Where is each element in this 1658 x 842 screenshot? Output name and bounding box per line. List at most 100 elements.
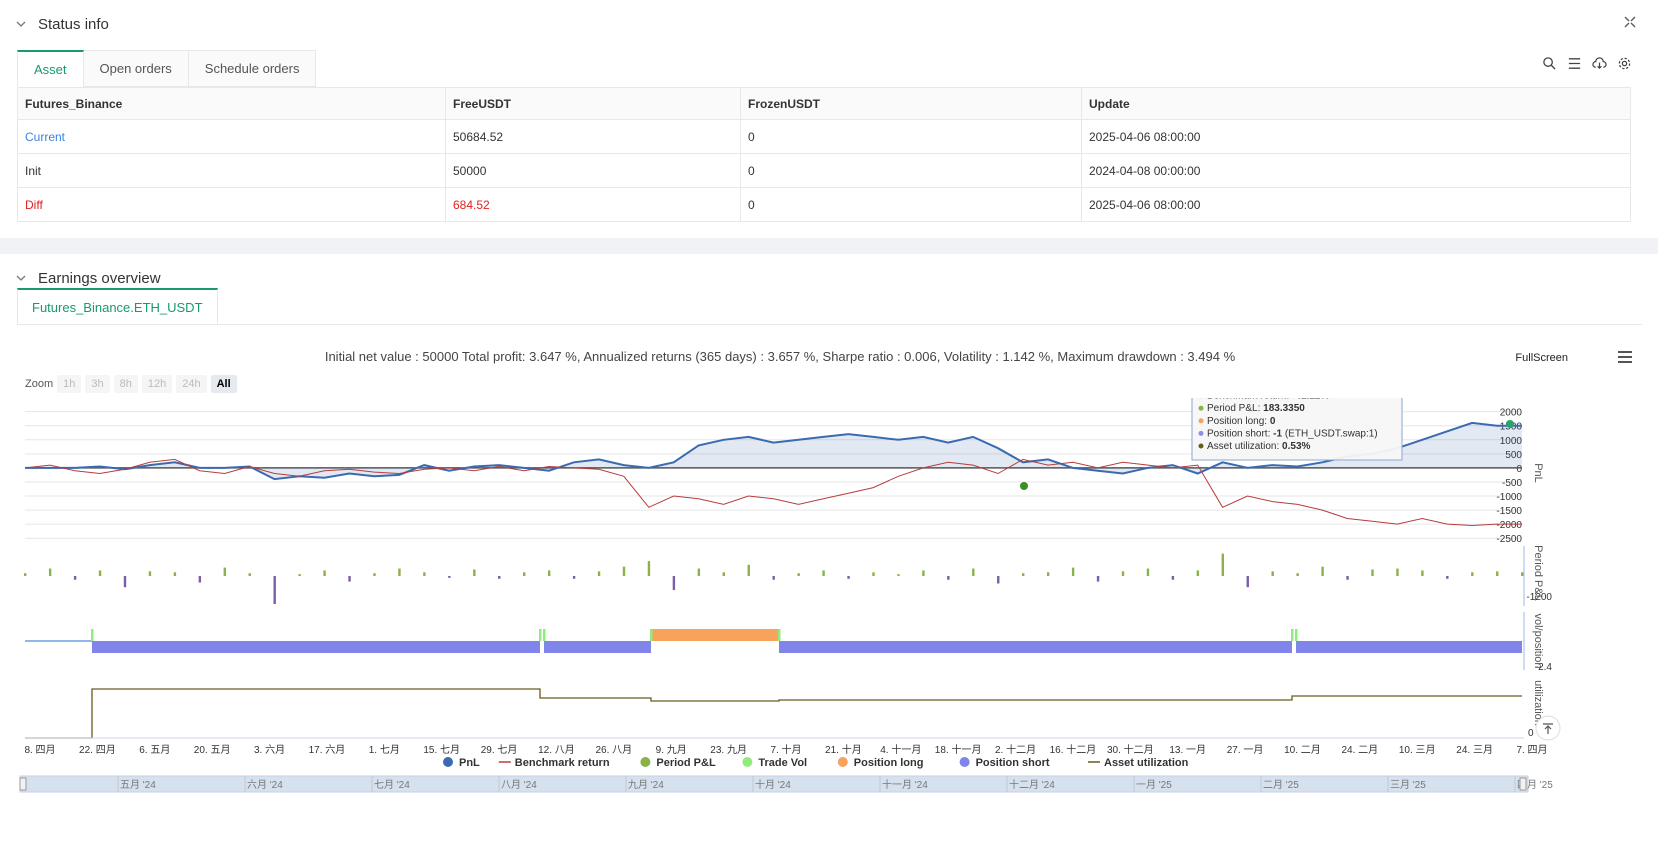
x-tick-label: 22. 四月 (79, 744, 116, 756)
x-tick-label: 27. 一月 (1227, 744, 1264, 756)
x-tick-label: 30. 十二月 (1107, 743, 1154, 756)
y-tick-label: -500 (1502, 478, 1522, 489)
zoom-24h-button[interactable]: 24h (176, 375, 207, 393)
zoom-bar: Zoom 1h 3h 8h 12h 24h All (25, 375, 237, 393)
period-bar (1121, 571, 1125, 576)
zoom-label: Zoom (25, 378, 54, 390)
chevron-down-icon[interactable] (16, 19, 26, 29)
x-tick-label: 2. 十二月 (995, 743, 1036, 756)
period-bar (198, 576, 202, 583)
legend-item: Asset utilization (1104, 757, 1189, 769)
period-bar (1296, 573, 1299, 576)
cell-free: 50000 (445, 153, 741, 188)
x-tick-label: 29. 七月 (481, 744, 518, 756)
period-bar (747, 564, 750, 576)
period-bar (273, 576, 276, 604)
fullscreen-button[interactable]: FullScreen (1515, 352, 1568, 364)
period-bar (947, 576, 950, 580)
period-bar (1421, 570, 1424, 576)
cell-frozen: 0 (740, 119, 1082, 154)
collapse-icon[interactable] (1624, 16, 1636, 28)
period-bar (1221, 553, 1224, 576)
col-header: FreeUSDT (445, 87, 741, 120)
period-bar (48, 568, 52, 576)
period-bar (1146, 568, 1150, 576)
tooltip-box (1191, 398, 1403, 461)
tooltip-line: Position long: 0 (1207, 416, 1276, 427)
chevron-down-icon[interactable] (16, 273, 26, 283)
x-tick-label: 7. 十月 (770, 743, 801, 756)
period-bar (523, 572, 526, 576)
col-header: Update (1081, 87, 1631, 120)
x-tick-label: 12. 八月 (538, 744, 575, 756)
y-tick-label: -2500 (1496, 534, 1522, 545)
period-bar (1396, 568, 1399, 576)
legend-swatch (837, 757, 848, 767)
row-label: Diff (17, 187, 446, 222)
y-tick-label: -1500 (1496, 506, 1522, 517)
search-icon[interactable] (1542, 56, 1557, 71)
arrow-up-icon (1543, 723, 1553, 734)
cloud-download-icon[interactable] (1592, 56, 1607, 71)
x-tick-label: 26. 八月 (596, 744, 633, 756)
benchmark-line (24, 458, 1522, 527)
earnings-header[interactable]: Earnings overview (16, 268, 161, 288)
period-bar (1246, 576, 1249, 588)
x-tick-label: 21. 十月 (825, 743, 862, 756)
earnings-chart[interactable]: 2000150010005000-500-1000-1500-2000-2500… (0, 398, 1658, 842)
period-bar (997, 576, 1000, 584)
period-bar (922, 570, 925, 576)
cell-update: 2025-04-06 08:00:00 (1081, 119, 1631, 154)
cell-update: 2024-04-08 00:00:00 (1081, 153, 1631, 188)
row-label: Init (17, 153, 446, 188)
zoom-all-button[interactable]: All (210, 375, 237, 393)
y-tick-label: -2000 (1496, 520, 1522, 531)
period-bar (1271, 571, 1274, 576)
x-tick-label: 18. 十一月 (935, 743, 982, 756)
pnl-line (25, 421, 1522, 481)
y-tick-label: -1200 (1526, 592, 1552, 603)
status-panel: Status info Asset Open orders Schedule o… (0, 0, 1658, 238)
y-tick-label: 0 (1516, 464, 1522, 475)
zoom-1h-button[interactable]: 1h (57, 375, 82, 393)
tab-open-orders[interactable]: Open orders (83, 50, 189, 87)
status-tabs: Asset Open orders Schedule orders (17, 50, 317, 87)
period-bar (797, 573, 800, 576)
status-header[interactable]: Status info (16, 14, 109, 34)
tooltip-line: Asset utilization: 0.53% (1207, 441, 1311, 452)
trade-vol-bar (650, 629, 653, 641)
legend-item: Position long (854, 757, 924, 769)
cell-free: 684.52 (445, 187, 741, 222)
tab-asset[interactable]: Asset (17, 50, 84, 87)
period-bar (597, 571, 601, 576)
position-short-block (544, 641, 651, 653)
col-header: Futures_Binance (17, 87, 446, 120)
y-tick-label: 500 (1505, 450, 1522, 461)
zoom-12h-button[interactable]: 12h (141, 375, 173, 393)
y-tick-label: -2.4 (1535, 662, 1553, 673)
period-bar (398, 568, 401, 576)
x-tick-label: 17. 六月 (309, 744, 346, 756)
zoom-8h-button[interactable]: 8h (113, 375, 138, 393)
period-bar (697, 568, 701, 576)
gear-icon[interactable] (1617, 56, 1632, 71)
y-tick-label: -1000 (1496, 492, 1522, 503)
period-bar (1371, 569, 1374, 576)
period-bar (972, 568, 975, 576)
period-bar (298, 574, 301, 576)
table-row: Init 50000 0 2024-04-08 00:00:00 (17, 153, 1631, 188)
zoom-3h-button[interactable]: 3h (85, 375, 110, 393)
legend-swatch (742, 757, 753, 767)
period-bar (1046, 572, 1050, 576)
period-bar (323, 570, 326, 576)
tab-schedule-orders[interactable]: Schedule orders (188, 50, 317, 87)
navigator-label: 十月 '24 (755, 778, 791, 791)
period-bar (847, 576, 850, 579)
navigator-label: 三月 '25 (1390, 779, 1426, 791)
menu-icon[interactable] (1617, 350, 1633, 364)
tab-eth-usdt[interactable]: Futures_Binance.ETH_USDT (17, 288, 218, 324)
earnings-panel: Earnings overview Futures_Binance.ETH_US… (0, 254, 1658, 842)
legend-item: Trade Vol (758, 757, 807, 769)
list-icon[interactable] (1567, 56, 1582, 71)
navigator-handle-right (1519, 777, 1527, 791)
